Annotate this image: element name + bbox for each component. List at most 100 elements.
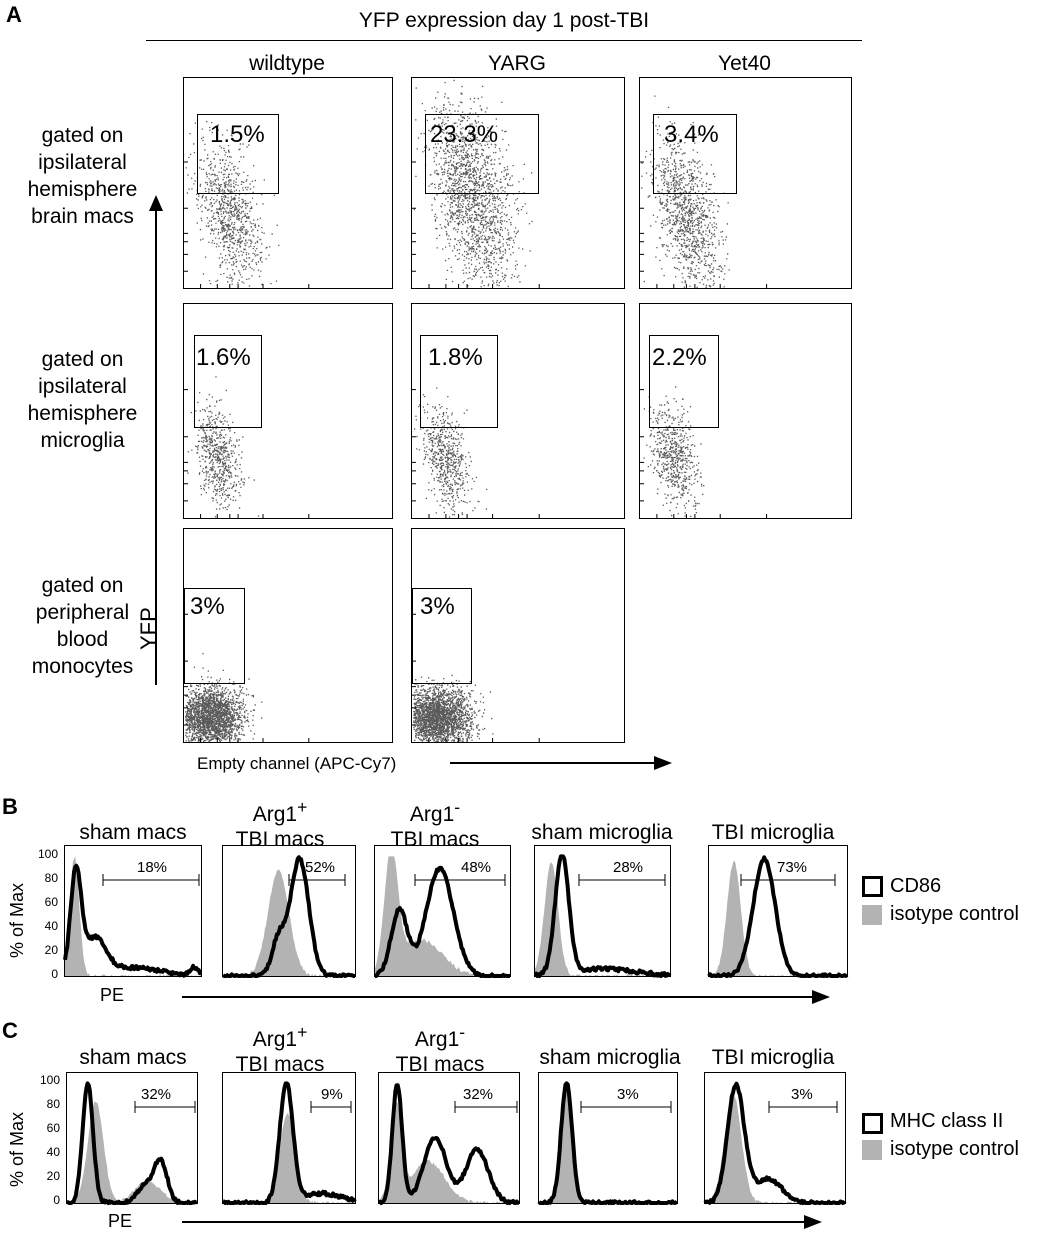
gate-bracket	[454, 1101, 518, 1113]
event-dots	[414, 387, 488, 518]
x-axis-label-pe: PE	[100, 985, 125, 1005]
scatter-cloud	[412, 79, 540, 288]
isotype-fill	[223, 869, 355, 976]
hist-title: Arg1+ TBI macs	[200, 1020, 360, 1077]
axis-ticks	[412, 161, 540, 288]
facs-plot-microglia-wildtype: 1.6%	[183, 303, 393, 519]
legend-swatch-isotype	[862, 905, 882, 925]
gate-bracket	[578, 874, 666, 886]
gate-bracket	[310, 1101, 352, 1113]
x-axis-arrow	[182, 1215, 822, 1229]
row-label-brain-macs: gated on ipsilateral hemisphere brain ma…	[0, 122, 165, 230]
scatter-cloud	[184, 376, 310, 518]
marker-line	[703, 1081, 847, 1205]
scatter-cloud	[640, 95, 768, 289]
histogram-curves	[378, 1083, 520, 1205]
col-header-yarg: YARG	[488, 52, 546, 75]
gate-percent: 3%	[190, 593, 225, 620]
hist-title: Arg1- TBI macs	[360, 1020, 520, 1077]
gate-bracket	[580, 1101, 672, 1113]
axis-ticks	[640, 389, 768, 518]
event-dots	[413, 674, 494, 743]
title-line1: Arg1	[414, 1028, 460, 1051]
axis-ticks	[184, 613, 310, 742]
gate	[197, 114, 279, 194]
gate-percent: 1.5%	[210, 121, 265, 148]
histogram-curves	[703, 1081, 847, 1205]
gate-percent: 3.4%	[664, 121, 719, 148]
col-header-wildtype: wildtype	[249, 52, 325, 75]
hist-title: sham microglia	[520, 1045, 700, 1070]
histogram-c-sham-macs: 32%	[66, 1072, 198, 1205]
gate	[194, 335, 262, 428]
row-label-line: blood	[56, 628, 109, 651]
hist-title: TBI microglia	[693, 820, 853, 845]
x-axis-label-pe: PE	[108, 1211, 133, 1231]
title-line2: TBI macs	[235, 1053, 325, 1076]
facs-plot-microglia-yarg: 1.8%	[411, 303, 625, 519]
isotype-fill	[67, 1101, 197, 1203]
title-line2: sham microglia	[531, 821, 673, 844]
row-label-line: ipsilateral	[38, 375, 127, 398]
y-tick: 40	[46, 1145, 60, 1159]
histogram-c-tbi-microglia: 3%	[703, 1072, 847, 1205]
histogram-curves	[63, 856, 202, 978]
histogram-curves	[534, 854, 672, 978]
title-line2: sham microglia	[539, 1046, 681, 1069]
axis-ticks	[640, 161, 768, 288]
scatter-cloud	[184, 613, 310, 743]
row-label-line: hemisphere	[27, 402, 138, 425]
y-tick: 0	[53, 1193, 60, 1207]
axis-ticks	[412, 613, 540, 742]
x-axis-arrow	[450, 756, 672, 770]
gate-percent: 18%	[137, 859, 168, 876]
gate-percent: 32%	[141, 1086, 172, 1103]
marker-line	[534, 854, 672, 978]
gate-bracket	[288, 874, 346, 886]
panel-a-title: YFP expression day 1 post-TBI	[358, 9, 650, 32]
gate-percent: 48%	[461, 859, 492, 876]
y-tick: 20	[46, 1169, 60, 1183]
gate-bracket	[134, 1101, 196, 1113]
legend-swatch-marker	[862, 1113, 883, 1134]
gate-percent: 28%	[613, 859, 644, 876]
row-label-line: monocytes	[31, 655, 134, 678]
histogram-c-sham-microglia: 3%	[537, 1072, 679, 1205]
event-dots	[643, 386, 705, 517]
row-label-line: gated on	[41, 348, 124, 371]
gate-percent: 73%	[777, 859, 808, 876]
gate-percent: 3%	[420, 593, 455, 620]
isotype-fill	[705, 1091, 845, 1203]
event-dots	[413, 79, 533, 288]
gate	[649, 335, 719, 428]
title-line1: Arg1	[409, 803, 455, 826]
legend-label-mhc: MHC class II	[890, 1110, 1004, 1132]
row-label-line: ipsilateral	[38, 151, 127, 174]
marker-line	[537, 1081, 679, 1205]
y-tick: 100	[39, 1073, 60, 1087]
axis-ticks	[184, 389, 310, 518]
y-tick: 80	[44, 871, 58, 885]
histogram-curves	[374, 856, 511, 978]
title-sup: -	[459, 1022, 466, 1042]
facs-plot-brainmacs-wildtype: 1.5%	[183, 77, 393, 289]
row-label-microglia: gated on ipsilateral hemisphere microgli…	[0, 346, 165, 454]
gate	[653, 114, 737, 194]
histogram-c-arg1neg-tbi-macs: 32%	[378, 1072, 520, 1205]
panel-c-letter: C	[2, 1018, 18, 1043]
gate-percent: 52%	[305, 859, 336, 876]
histogram-b-arg1pos-tbi-macs: 52%	[221, 845, 356, 978]
legend-label-cd86: CD86	[890, 875, 942, 897]
row-label-line: gated on	[41, 124, 124, 147]
gate-percent: 3%	[617, 1086, 639, 1103]
gate-bracket	[768, 1101, 838, 1113]
hist-title: TBI microglia	[693, 1045, 853, 1070]
yfp-axis-label: YFP	[136, 607, 161, 650]
row-label-monocytes: gated on peripheral blood monocytes	[0, 572, 165, 680]
marker-line	[374, 865, 511, 978]
facs-plot-monocytes-yarg: 3%	[411, 528, 625, 743]
facs-plot-brainmacs-yarg: 23.3%	[411, 77, 625, 289]
row-label-line: hemisphere	[27, 178, 138, 201]
y-axis-label: % of Max	[7, 882, 27, 958]
gate-bracket	[102, 874, 200, 886]
